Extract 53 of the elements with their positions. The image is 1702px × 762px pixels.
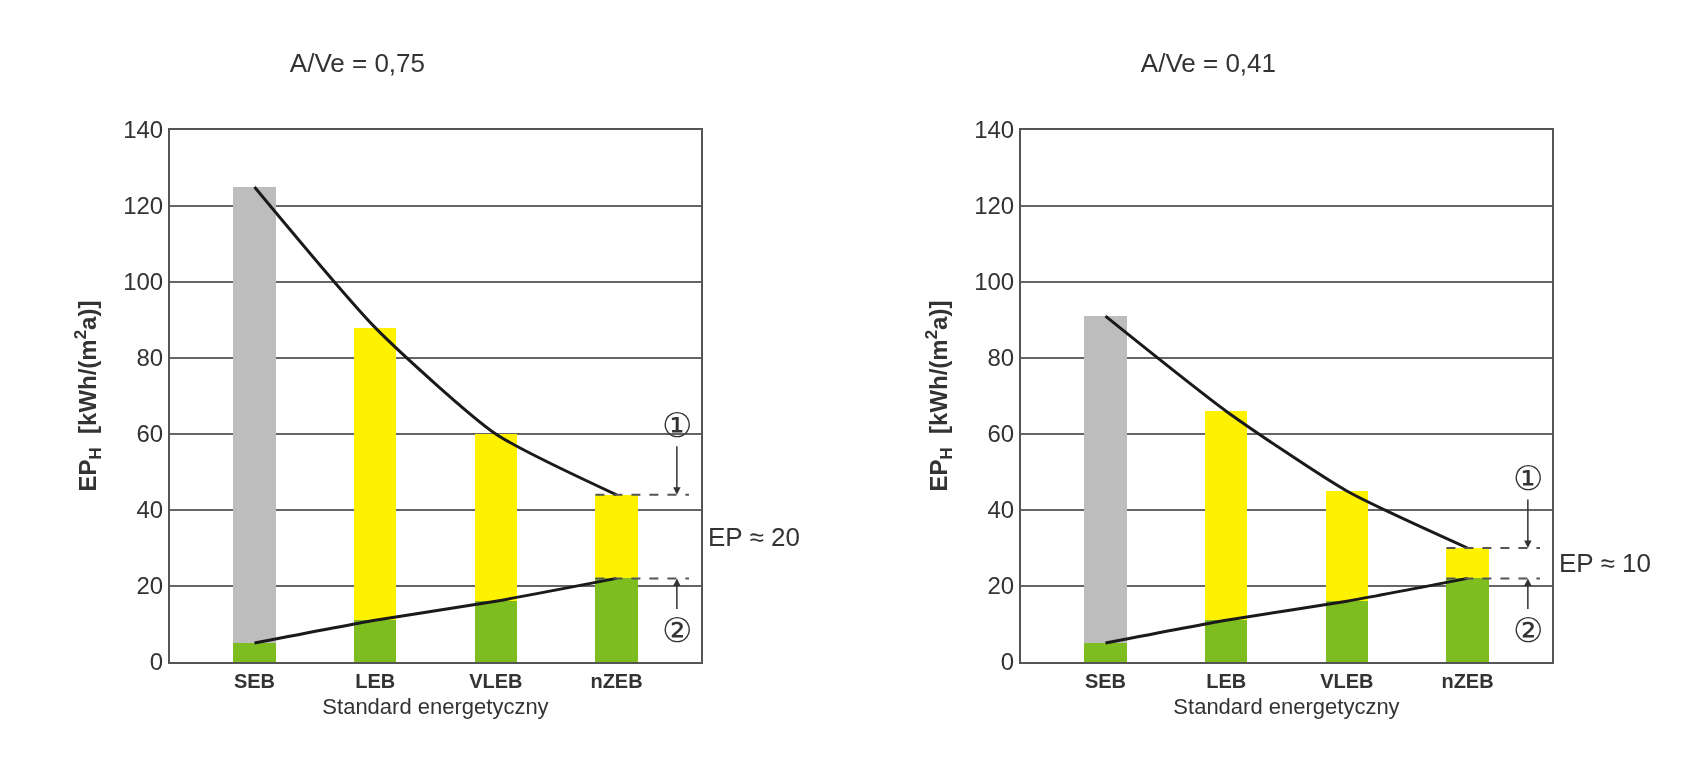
annotation: ② — [662, 610, 693, 650]
x-tick-label: nZEB — [590, 670, 643, 692]
x-tick-label: SEB — [233, 670, 276, 692]
y-tick-label: 0 — [1000, 648, 1015, 676]
line-series — [252, 185, 619, 497]
y-tick-label: 120 — [123, 192, 164, 220]
bar — [233, 643, 276, 662]
text: EP ≈ 10 — [1559, 548, 1651, 578]
x-tick-label: VLEB — [1320, 670, 1374, 692]
y-tick-label: 80 — [987, 344, 1015, 372]
bar — [1446, 548, 1489, 579]
bar — [1205, 620, 1248, 662]
x-tick-label: LEB — [355, 670, 396, 692]
x-tick-label: VLEB — [469, 670, 523, 692]
y-tick-label: 100 — [974, 268, 1015, 296]
line-series — [1103, 576, 1470, 645]
y-tick-label: 20 — [987, 572, 1015, 600]
bar — [1084, 643, 1127, 662]
chart-title: A/Ve = 0,41 — [1140, 47, 1277, 78]
x-axis-title: Standard energetyczny — [322, 694, 549, 720]
x-axis-title: Standard energetyczny — [1173, 694, 1400, 720]
bar — [233, 187, 276, 643]
y-tick-label: 100 — [123, 268, 164, 296]
text: EP ≈ 20 — [708, 522, 800, 552]
y-tick-label: 20 — [136, 572, 164, 600]
x-tick-label: LEB — [1206, 670, 1247, 692]
line-series — [252, 576, 619, 645]
y-tick-label: 0 — [149, 648, 164, 676]
chart-title: A/Ve = 0,75 — [289, 47, 426, 78]
y-tick-label: 40 — [987, 496, 1015, 524]
annotation: ① — [1513, 458, 1544, 498]
bar — [354, 620, 397, 662]
y-tick-label: 80 — [136, 344, 164, 372]
bar — [1446, 578, 1489, 662]
y-tick-label: 60 — [136, 420, 164, 448]
annotation: ② — [1513, 610, 1544, 650]
bar — [1325, 491, 1368, 602]
y-tick-label: 140 — [123, 116, 164, 144]
bar — [595, 578, 638, 662]
bar — [1084, 316, 1127, 643]
bar — [474, 434, 517, 602]
y-tick-label: 60 — [987, 420, 1015, 448]
bar — [595, 494, 638, 579]
bar — [1205, 411, 1248, 621]
line-series — [1103, 314, 1470, 550]
x-tick-label: SEB — [1084, 670, 1127, 692]
y-tick-label: 40 — [136, 496, 164, 524]
x-tick-label: nZEB — [1441, 670, 1494, 692]
bar — [1325, 601, 1368, 662]
bar — [354, 327, 397, 621]
y-tick-label: 140 — [974, 116, 1015, 144]
bar — [474, 601, 517, 662]
y-tick-label: 120 — [974, 192, 1015, 220]
